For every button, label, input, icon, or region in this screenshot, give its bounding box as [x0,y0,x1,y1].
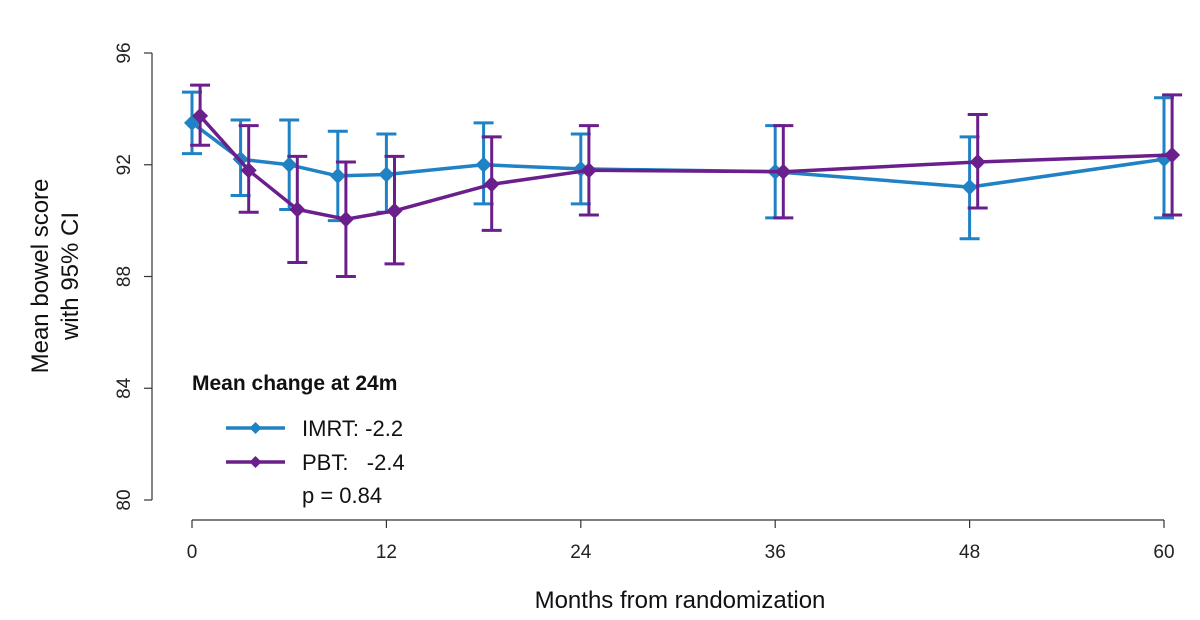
legend-label-pbt: PBT: -2.4 [302,450,405,475]
data-point-imrt-8 [961,179,978,196]
data-point-pbt-4 [386,202,403,219]
x-tick-label-48: 48 [959,542,980,563]
series-line-imrt [190,121,1165,189]
series-line-pbt [198,114,1173,221]
legend-p-value: p = 0.84 [302,483,382,508]
legend-swatch-pbt-marker [249,456,262,468]
x-tick-label-12: 12 [376,542,397,563]
y-tick-label-84: 84 [114,377,135,399]
data-point-imrt-4 [378,166,395,183]
y-axis-title: Mean bowel score with 95% CI [27,179,84,374]
series-pbt [190,83,1183,278]
x-tick-label-24: 24 [570,542,592,563]
data-point-pbt-7 [775,163,792,180]
legend-swatch-imrt-marker [249,422,262,434]
x-axis: 0 12 24 36 48 60 [187,519,1175,563]
x-tick-label-60: 60 [1153,542,1174,563]
y-axis-title-line-1: Mean bowel score [27,179,54,374]
legend-entry-pbt: PBT: -2.4 [226,450,405,475]
y-tick-label-88: 88 [114,266,135,287]
legend-label-imrt: IMRT: -2.2 [302,416,403,441]
data-point-pbt-9 [1164,146,1181,163]
data-point-pbt-5 [483,176,500,193]
data-point-imrt-2 [281,156,298,173]
x-axis-title: Months from randomization [535,587,826,614]
x-tick-label-0: 0 [187,542,198,563]
y-tick-label-96: 96 [114,42,135,63]
data-point-pbt-1 [240,162,257,179]
data-point-pbt-0 [192,107,209,124]
legend-entry-imrt: IMRT: -2.2 [226,416,403,441]
series-layer [182,83,1183,278]
data-point-pbt-8 [969,153,986,170]
y-tick-label-92: 92 [114,154,135,175]
data-point-imrt-3 [329,167,346,184]
y-axis: 80 84 88 92 96 [114,42,153,511]
data-point-pbt-3 [337,211,354,228]
data-point-pbt-6 [580,162,597,179]
data-point-pbt-2 [289,201,306,218]
legend: Mean change at 24m IMRT: -2.2 PBT: -2.4 … [192,372,405,508]
data-point-imrt-5 [475,156,492,173]
legend-title: Mean change at 24m [192,372,397,395]
y-axis-title-line-2: with 95% CI [57,212,84,341]
x-tick-label-36: 36 [765,542,786,563]
y-tick-label-80: 80 [114,489,135,510]
